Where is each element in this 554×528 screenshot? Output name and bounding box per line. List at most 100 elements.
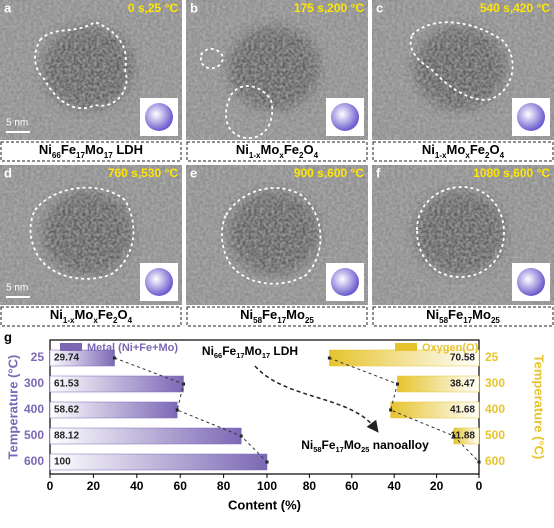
subscript: 58 bbox=[313, 445, 321, 454]
legend-label: Oxygen(O) bbox=[422, 342, 479, 354]
panel-letter: e bbox=[190, 165, 197, 180]
bar bbox=[49, 453, 268, 471]
value-label: 38.47 bbox=[450, 379, 475, 390]
inset-model bbox=[145, 268, 173, 296]
legend-swatch bbox=[60, 343, 82, 351]
y2-tick-label: 300 bbox=[485, 376, 505, 390]
tem-panel: e 900 s,600 °C bbox=[186, 165, 368, 305]
subscript: x bbox=[465, 151, 470, 160]
formula-part: LDH bbox=[270, 344, 298, 358]
formula-part: Mo bbox=[344, 438, 361, 452]
formula-part: nanoalloy bbox=[369, 438, 429, 452]
formula-part: Ni bbox=[301, 438, 313, 452]
y2-tick-label: 25 bbox=[485, 350, 499, 364]
trend-line bbox=[329, 357, 480, 463]
formula-part: Ni bbox=[422, 142, 435, 157]
subscript: 17 bbox=[463, 316, 472, 325]
subscript: 17 bbox=[236, 351, 244, 360]
panel-letter: a bbox=[4, 0, 12, 15]
tem-panel: c 540 s,420 °C bbox=[372, 0, 554, 140]
subscript: 2 bbox=[485, 151, 490, 160]
x-tick-label: 60 bbox=[174, 479, 188, 493]
transition-arrow bbox=[254, 365, 379, 433]
tem-panel: f 1080 s,600 °C bbox=[372, 165, 554, 305]
formula-part: Fe bbox=[98, 307, 113, 322]
formula-part: Mo bbox=[472, 307, 491, 322]
formula: Ni66Fe17Mo17 LDH bbox=[202, 344, 298, 360]
subscript: 2 bbox=[113, 316, 118, 325]
particle-outline bbox=[409, 21, 514, 101]
formula-part: LDH bbox=[113, 142, 143, 157]
subscript: 2 bbox=[299, 151, 304, 160]
formula: Ni58Fe17Mo25 bbox=[240, 307, 314, 324]
formula-part: Mo bbox=[244, 344, 261, 358]
x-tick-label: 20 bbox=[87, 479, 101, 493]
formula-part: Ni bbox=[426, 307, 439, 322]
formula: Ni1-xMoxFe2O4 bbox=[50, 307, 133, 324]
condition-label: 175 s,200 °C bbox=[294, 1, 365, 15]
value-label: 88.12 bbox=[54, 431, 79, 442]
formula-part: Mo bbox=[75, 307, 94, 322]
particle-outline bbox=[416, 186, 505, 278]
subscript: 66 bbox=[214, 351, 222, 360]
subscript: 17 bbox=[104, 151, 113, 160]
panel-letter: b bbox=[190, 0, 198, 15]
particle-outline bbox=[34, 20, 128, 110]
formula-part: Ni bbox=[39, 142, 52, 157]
condition-label: 0 s,25 °C bbox=[128, 1, 178, 15]
subscript: 17 bbox=[277, 316, 286, 325]
x2-tick-label: 20 bbox=[430, 479, 444, 493]
y-tick-label: 400 bbox=[24, 402, 44, 416]
value-label: 70.58 bbox=[450, 353, 475, 364]
subscript: 58 bbox=[253, 316, 262, 325]
label-strip bbox=[372, 141, 554, 162]
y-tick-label: 600 bbox=[24, 454, 44, 468]
value-label: 41.68 bbox=[450, 405, 475, 416]
subscript: 17 bbox=[76, 151, 85, 160]
bar-end bbox=[389, 408, 393, 412]
scale-label: 5 nm bbox=[6, 283, 28, 294]
subscript: 1-x bbox=[435, 151, 447, 160]
formula-part: Ni bbox=[236, 142, 249, 157]
y-axis-label: Temperature (°C) bbox=[5, 355, 20, 460]
x-tick-label: 0 bbox=[47, 479, 54, 493]
formula: Ni1-xMoxFe2O4 bbox=[236, 142, 319, 159]
x-axis-label: Content (%) bbox=[228, 497, 301, 512]
formula-part: Ni bbox=[240, 307, 253, 322]
formula-part: O bbox=[489, 142, 499, 157]
value-label: 29.74 bbox=[54, 353, 79, 364]
subscript: 25 bbox=[305, 316, 314, 325]
subscript: 4 bbox=[500, 151, 505, 160]
particle-outline bbox=[29, 186, 135, 280]
subscript: 17 bbox=[336, 445, 344, 454]
formula: Ni58Fe17Mo25 nanoalloy bbox=[301, 438, 429, 454]
y-tick-label: 300 bbox=[24, 376, 44, 390]
panel-letter: f bbox=[376, 165, 381, 180]
formula-part: O bbox=[117, 307, 127, 322]
particle-outline bbox=[200, 48, 274, 139]
inset-model bbox=[331, 103, 359, 131]
value-label: 11.88 bbox=[451, 431, 476, 442]
formula-part: Fe bbox=[448, 307, 463, 322]
subscript: 17 bbox=[262, 351, 270, 360]
label-strip bbox=[372, 306, 554, 327]
condition-label: 540 s,420 °C bbox=[480, 1, 551, 15]
condition-label: 900 s,600 °C bbox=[294, 166, 365, 180]
inset-model bbox=[331, 268, 359, 296]
y2-tick-label: 500 bbox=[485, 428, 505, 442]
tem-panel: d 760 s,530 °C 5 nm bbox=[0, 165, 182, 305]
formula: Ni1-xMoxFe2O4 bbox=[422, 142, 505, 159]
condition-label: 760 s,530 °C bbox=[108, 166, 179, 180]
formula: Ni58Fe17Mo25 bbox=[426, 307, 500, 324]
value-label: 58.62 bbox=[54, 405, 79, 416]
value-label: 100 bbox=[54, 457, 71, 468]
subscript: 25 bbox=[491, 316, 500, 325]
legend-label: Metal (Ni+Fe+Mo) bbox=[87, 342, 178, 354]
x2-tick-label: 80 bbox=[303, 479, 317, 493]
legend-swatch bbox=[395, 343, 417, 351]
y-tick-label: 500 bbox=[24, 428, 44, 442]
formula-part: Ni bbox=[202, 344, 214, 358]
x2-tick-label: 0 bbox=[476, 479, 483, 493]
formula-part: Fe bbox=[222, 344, 236, 358]
